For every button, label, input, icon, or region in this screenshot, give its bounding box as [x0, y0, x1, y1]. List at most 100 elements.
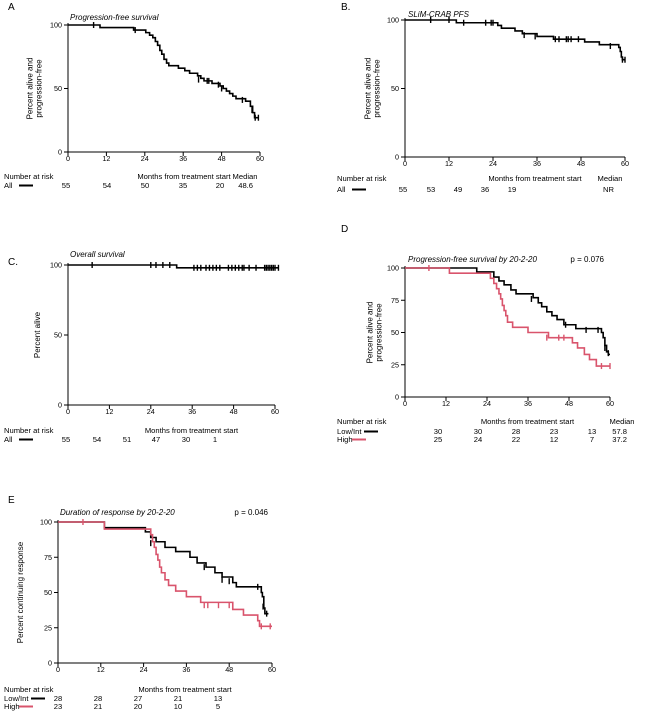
y-axis-label: progression-free — [373, 59, 382, 118]
y-tick-label: 100 — [50, 21, 62, 30]
risk-count: 47 — [152, 435, 160, 444]
y-tick-label: 0 — [58, 401, 62, 410]
y-axis-label: Percent alive and — [26, 58, 35, 120]
x-tick-label: 0 — [66, 154, 70, 163]
km-curve-lowint — [405, 267, 610, 356]
x-tick-label: 12 — [442, 399, 450, 408]
x-tick-label: 24 — [140, 665, 148, 674]
risk-count: 36 — [481, 185, 489, 194]
y-tick-label: 25 — [44, 623, 52, 632]
median-value: NR — [603, 185, 614, 194]
chart-title: Overall survival — [70, 250, 125, 259]
risk-table-header: Number at risk — [337, 174, 387, 183]
y-tick-label: 0 — [395, 393, 399, 402]
risk-count: 12 — [550, 435, 558, 444]
x-tick-label: 36 — [524, 399, 532, 408]
risk-count: 13 — [588, 427, 596, 436]
x-tick-label: 0 — [66, 407, 70, 416]
x-tick-label: 12 — [97, 665, 105, 674]
x-tick-label: 60 — [271, 407, 279, 416]
x-tick-label: 12 — [105, 407, 113, 416]
x-tick-label: 0 — [403, 399, 407, 408]
y-tick-label: 100 — [40, 518, 52, 527]
chart-title: Duration of response by 20-2-20 — [60, 508, 175, 517]
y-axis-label: progression-free — [375, 303, 384, 362]
x-tick-label: 60 — [621, 159, 629, 168]
y-tick-label: 50 — [391, 328, 399, 337]
y-tick-label: 100 — [50, 261, 62, 270]
chart-title: SLiM-CRAB PFS — [408, 10, 470, 19]
risk-count: 55 — [62, 435, 70, 444]
risk-count: 35 — [179, 181, 187, 190]
risk-count: 1 — [213, 435, 217, 444]
panel-label: A — [8, 2, 15, 13]
risk-group-name: Low/Int — [4, 694, 29, 703]
y-axis-label: Percent continuing response — [16, 541, 25, 643]
risk-group-name: High — [337, 435, 353, 444]
km-curve-high — [405, 267, 610, 367]
risk-count: 5 — [216, 702, 220, 711]
risk-group-name: All — [4, 181, 13, 190]
risk-count: 30 — [434, 427, 442, 436]
x-tick-label: 48 — [565, 399, 573, 408]
risk-count: 54 — [103, 181, 111, 190]
x-tick-label: 60 — [268, 665, 276, 674]
median-header: Median — [610, 417, 635, 426]
y-axis-label: Percent alive and — [366, 302, 375, 364]
x-tick-label: 48 — [230, 407, 238, 416]
risk-group-name: High — [4, 702, 20, 711]
median-value: 37.2 — [612, 435, 627, 444]
km-curve-lowint — [58, 521, 269, 615]
risk-count: 22 — [512, 435, 520, 444]
y-tick-label: 25 — [391, 360, 399, 369]
risk-count: 24 — [474, 435, 482, 444]
y-tick-label: 50 — [391, 84, 399, 93]
p-value: p = 0.076 — [570, 255, 604, 264]
risk-count: 28 — [54, 694, 62, 703]
risk-count: 55 — [62, 181, 70, 190]
km-curve-all — [68, 24, 259, 119]
x-axis-label: Months from treatment start — [488, 174, 582, 183]
panel-c: C. Overall survival 0 50 100 0 12 24 36 48 60 Perce… — [4, 250, 280, 444]
risk-count: 20 — [134, 702, 142, 711]
risk-group-name: Low/Int — [337, 427, 362, 436]
x-axis-label: Months from treatment start — [138, 685, 232, 694]
risk-count: 51 — [123, 435, 131, 444]
risk-group-name: All — [4, 435, 13, 444]
y-tick-label: 100 — [387, 264, 399, 273]
risk-table-header: Number at risk — [4, 172, 54, 181]
risk-count: 19 — [508, 185, 516, 194]
x-tick-label: 24 — [141, 154, 149, 163]
x-axis-label: Months from treatment start — [145, 426, 239, 435]
y-tick-label: 50 — [54, 84, 62, 93]
y-tick-label: 100 — [387, 16, 399, 25]
x-tick-label: 24 — [147, 407, 155, 416]
y-tick-label: 50 — [44, 588, 52, 597]
x-tick-label: 12 — [445, 159, 453, 168]
panel-label: C. — [8, 257, 18, 268]
median-value: 57.8 — [612, 427, 627, 436]
panel-e: E Duration of response by 20-2-20 p = 0.04… — [4, 495, 276, 711]
x-tick-label: 36 — [182, 665, 190, 674]
risk-count: 30 — [474, 427, 482, 436]
risk-count: 53 — [427, 185, 435, 194]
y-tick-label: 75 — [44, 553, 52, 562]
km-curve-all — [68, 264, 279, 269]
panel-label: E — [8, 495, 15, 506]
risk-count: 21 — [94, 702, 102, 711]
risk-group-name: All — [337, 185, 346, 194]
panel-a: A Progression-free survival 0 50 100 0 12 24 36 4… — [4, 2, 264, 190]
risk-count: 27 — [134, 694, 142, 703]
panel-d: D Progression-free survival by 20-2-20 p =… — [337, 224, 634, 444]
x-tick-label: 48 — [225, 665, 233, 674]
risk-count: 23 — [550, 427, 558, 436]
y-tick-label: 50 — [54, 331, 62, 340]
risk-table-header: Number at risk — [4, 685, 54, 694]
risk-count: 54 — [93, 435, 101, 444]
x-axis-label: Months from treatment start — [137, 172, 231, 181]
panel-b: B. SLiM-CRAB PFS 0 50 100 0 12 24 36 48 60 Percent … — [337, 2, 629, 194]
risk-count: 49 — [454, 185, 462, 194]
y-tick-label: 75 — [391, 296, 399, 305]
risk-count: 21 — [174, 694, 182, 703]
